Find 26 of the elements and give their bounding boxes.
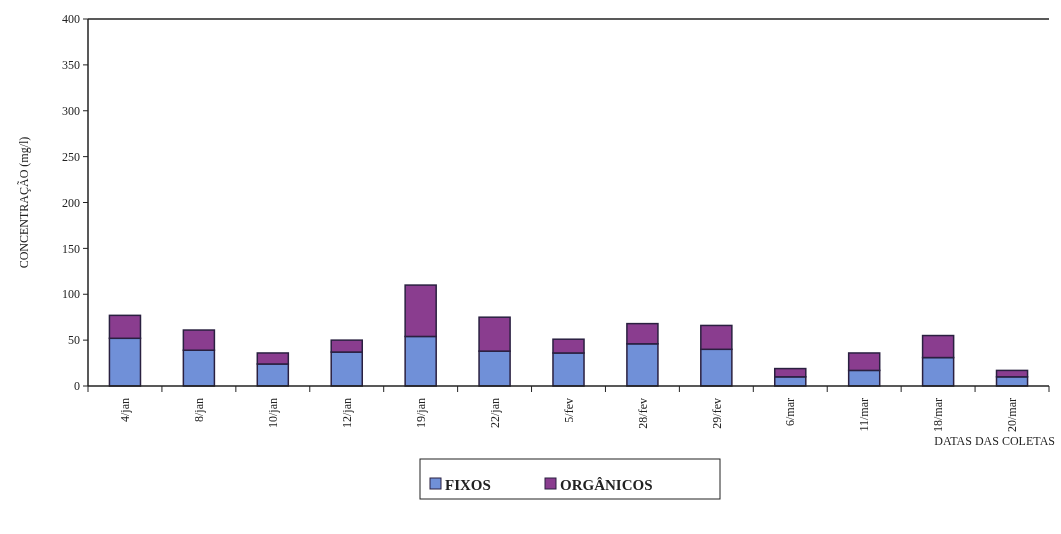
legend-label: FIXOS	[445, 477, 491, 494]
x-tick-label: 8/jan	[192, 398, 207, 422]
x-tick-label: 4/jan	[118, 398, 133, 422]
x-tick-label: 28/fev	[635, 398, 650, 429]
y-tick-label: 400	[62, 12, 80, 27]
y-tick-label: 200	[62, 195, 80, 210]
x-tick-label: 5/fev	[561, 398, 576, 423]
legend-label: ORGÂNICOS	[560, 477, 653, 494]
y-tick-label: 300	[62, 103, 80, 118]
x-tick-label: 18/mar	[931, 398, 946, 432]
y-tick-label: 350	[62, 58, 80, 73]
y-tick-label: 50	[68, 333, 80, 348]
x-tick-label: 19/jan	[413, 398, 428, 428]
x-tick-label: 22/jan	[487, 398, 502, 428]
y-tick-label: 0	[74, 379, 80, 394]
x-tick-label: 6/mar	[783, 398, 798, 426]
y-axis-title: CONCENTRAÇÃO (mg/l)	[17, 136, 31, 269]
y-tick-label: 250	[62, 149, 80, 164]
y-tick-label: 100	[62, 287, 80, 302]
x-tick-label: 20/mar	[1005, 398, 1020, 432]
y-tick-label: 150	[62, 241, 80, 256]
x-tick-label: 10/jan	[266, 398, 281, 428]
x-tick-label: 12/jan	[339, 398, 354, 428]
x-tick-label: 11/mar	[857, 398, 872, 432]
x-tick-label: 29/fev	[709, 398, 724, 429]
x-axis-title: DATAS DAS COLETAS	[934, 434, 1055, 448]
